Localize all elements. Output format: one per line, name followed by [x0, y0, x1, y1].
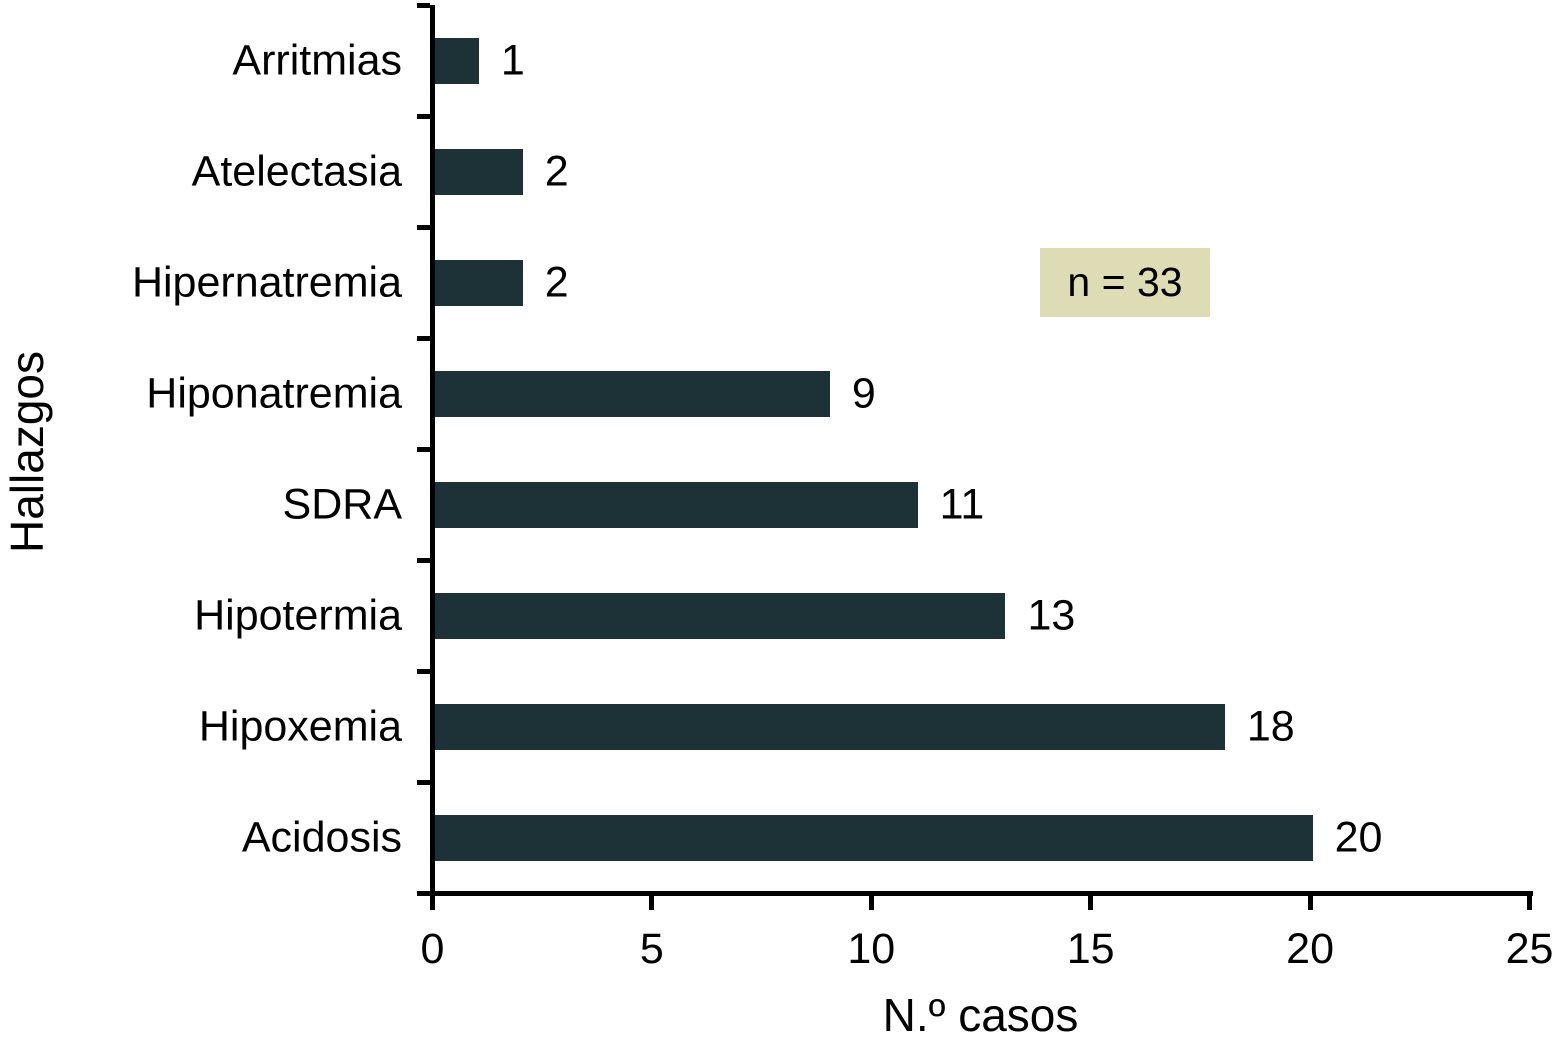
category-label: Acidosis — [241, 812, 402, 861]
x-tick-label: 15 — [1066, 925, 1115, 973]
y-tick — [417, 557, 430, 563]
category-label: Atelectasia — [191, 146, 402, 195]
y-tick — [417, 335, 430, 341]
value-label: 13 — [1027, 590, 1076, 639]
x-axis-title: N.º casos — [882, 989, 1079, 1041]
category-label: Hipoxemia — [198, 701, 402, 750]
bar — [435, 592, 1006, 639]
value-label: 11 — [939, 479, 985, 528]
category-label: Arritmias — [232, 35, 402, 84]
x-tick — [649, 891, 655, 910]
category-label: Hiponatremia — [146, 368, 402, 417]
x-tick-label: 0 — [420, 925, 445, 973]
x-tick-label: 20 — [1286, 925, 1335, 973]
y-axis-line — [430, 5, 435, 896]
y-tick — [417, 224, 430, 230]
x-tick — [1527, 891, 1532, 910]
y-tick — [417, 446, 430, 452]
x-tick-label: 5 — [639, 925, 664, 973]
value-label: 2 — [544, 257, 569, 306]
category-label: Hipernatremia — [131, 257, 402, 306]
value-label: 9 — [851, 368, 876, 417]
value-label: 20 — [1334, 812, 1383, 861]
bar — [435, 259, 523, 306]
x-tick — [430, 891, 435, 910]
x-tick — [1307, 891, 1313, 910]
category-label: SDRA — [282, 479, 402, 528]
bar — [435, 703, 1225, 750]
y-tick — [417, 668, 430, 674]
value-label: 1 — [500, 35, 525, 84]
sample-size-annotation: n = 33 — [1040, 248, 1210, 317]
bar — [435, 148, 523, 195]
x-axis-line — [417, 891, 1533, 896]
x-tick-label: 25 — [1505, 925, 1554, 973]
bar — [435, 370, 830, 417]
value-label: 18 — [1246, 701, 1295, 750]
bar — [435, 814, 1313, 861]
bar — [435, 37, 479, 84]
y-tick — [417, 779, 430, 785]
category-label: Hipotermia — [194, 590, 402, 639]
y-tick — [417, 2, 430, 8]
x-tick-label: 10 — [847, 925, 896, 973]
x-tick — [1088, 891, 1094, 910]
x-tick — [868, 891, 874, 910]
bar — [435, 481, 918, 528]
value-label: 2 — [544, 146, 569, 195]
y-tick — [417, 113, 430, 119]
